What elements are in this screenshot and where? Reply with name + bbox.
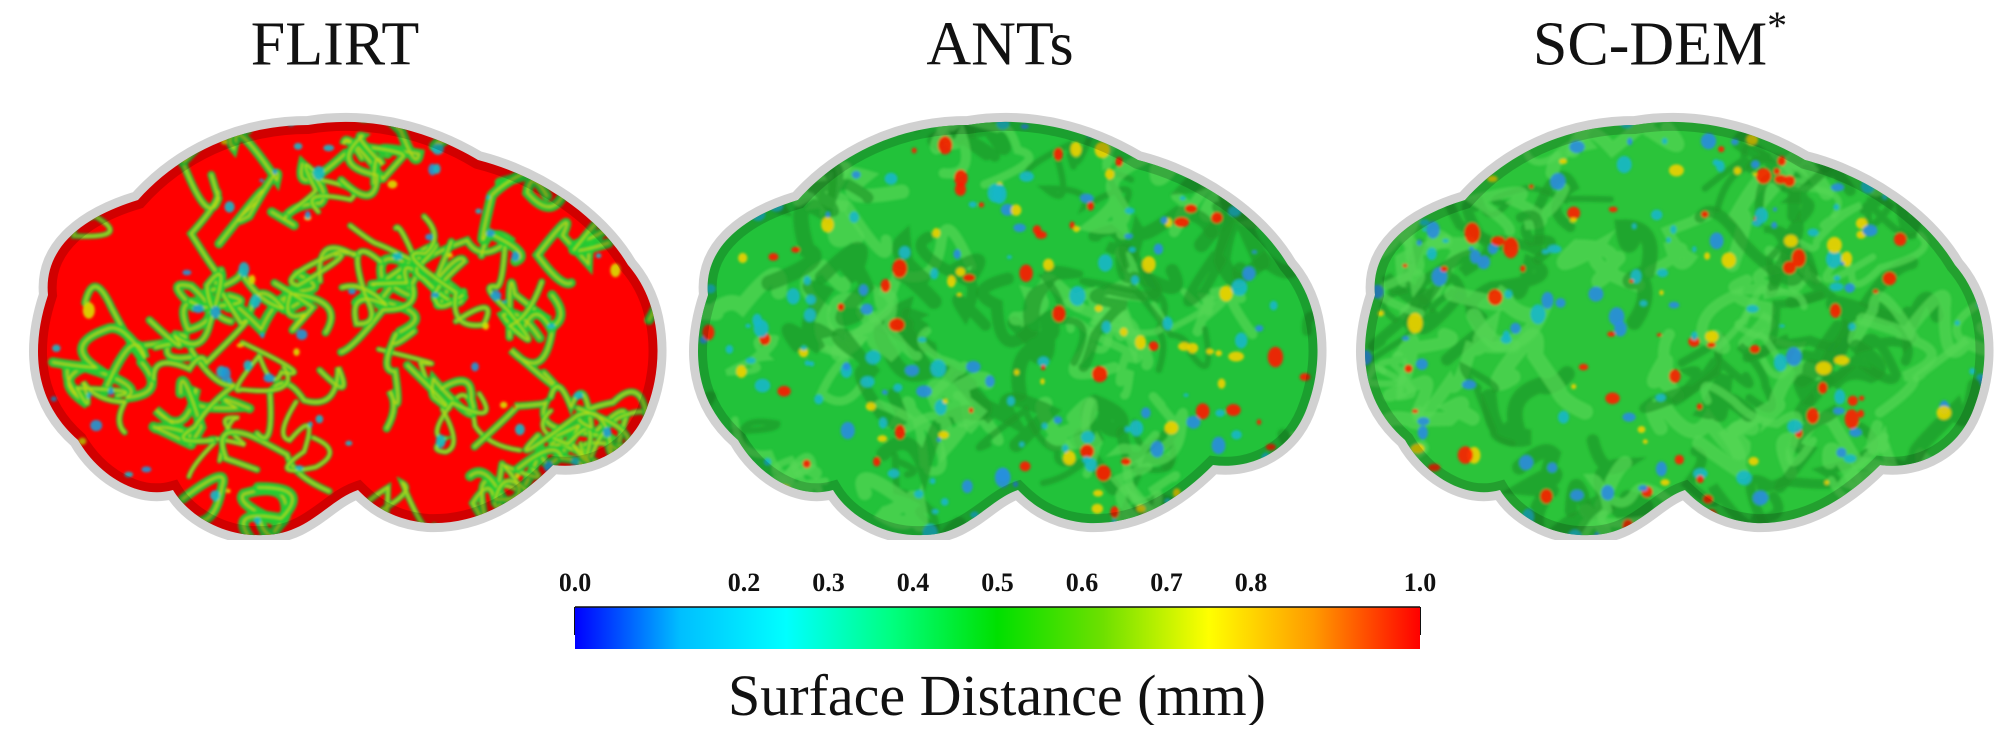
colorbar-tick-label: 0.7 [1150,568,1183,597]
colorbar-tick-label: 0.8 [1235,568,1268,597]
brain-surface-ants [689,112,1327,540]
colorbar-tick-label: 0.2 [728,568,761,597]
panel-title-flirt: FLIRT [250,10,420,79]
brain-surface-flirt [29,112,667,540]
colorbar-tick-label: 0.6 [1066,568,1099,597]
colorbar-gradient [575,607,1420,649]
panel-title-ants: ANTs [926,10,1074,79]
colorbar-tick-label: 0.4 [897,568,930,597]
colorbar-tick-label: 1.0 [1404,568,1437,597]
colorbar-tick-label: 0.5 [981,568,1014,597]
colorbar-tick-label: 0.3 [812,568,845,597]
colorbar-label: Surface Distance (mm) [728,663,1266,725]
panel-title-sc-dem: SC-DEM* [1532,3,1788,79]
brain-surface-sc-dem [1356,112,1994,540]
colorbar-tick-label: 0.0 [560,568,591,597]
colorbar: 0.0 0.2 0.3 0.4 0.5 0.6 0.7 0.8 1.0 Surface Dist… [560,568,1437,725]
